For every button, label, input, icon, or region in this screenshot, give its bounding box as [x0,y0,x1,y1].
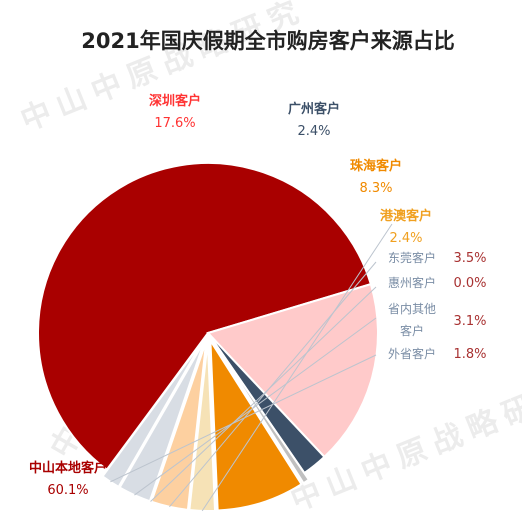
leader-line-8 [150,286,377,502]
leader-line-7 [169,261,377,508]
pie-slices [37,162,379,512]
slice-label-9: 省内其他 [388,302,436,316]
slice-label-10: 外省客户 [388,346,436,361]
pie-slice-1 [37,162,373,472]
pie-slice-5 [209,336,303,512]
slice-value-8: 0.0% [453,276,486,291]
pie-slice-4 [211,339,311,485]
slice-value-1: 60.1% [47,483,88,498]
slice-label-8: 惠州客户 [388,275,436,290]
slice-value-5: 8.3% [359,181,392,196]
slice-label-2: 深圳客户 [149,93,201,109]
slice-value-6: 2.4% [389,231,422,246]
slice-value-10: 1.8% [453,347,486,362]
leader-lines [110,223,393,512]
chart-title: 2021年国庆假期全市购房客户来源占比 [81,29,454,53]
slice-label-6: 港澳客户 [380,208,432,224]
leader-line-10 [110,354,377,483]
slice-label-1: 中山本地客户 [29,460,107,476]
pie-slice-7 [150,340,208,511]
pie-slice-10 [101,339,205,489]
slice-label-7: 东莞客户 [388,250,436,265]
slice-value-3: 2.4% [297,124,330,139]
slice-value-9: 3.1% [453,314,486,329]
slice-value-2: 17.6% [154,116,195,131]
pie-slice-2 [206,282,379,459]
leader-line-9 [134,317,377,496]
slice-labels: 中山本地客户 60.1% 深圳客户 17.6% 广州客户 2.4% 珠海客户 8.3% 港澳客户… [29,93,487,498]
slice-value-7: 3.5% [453,251,486,266]
slice-label-5: 珠海客户 [350,158,402,174]
leader-line-6 [201,223,393,512]
slice-label-3: 广州客户 [288,101,340,117]
pie-slice-6 [188,340,217,512]
slice-label-9-b: 客户 [400,323,424,338]
